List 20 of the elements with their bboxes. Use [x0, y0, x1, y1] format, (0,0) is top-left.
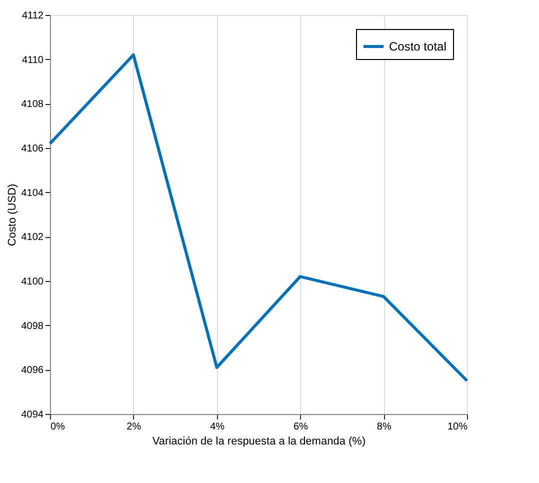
y-tick-label: 4100 — [21, 276, 44, 288]
y-tick-label: 4106 — [21, 144, 44, 154]
x-tick-label: 2% — [126, 422, 142, 432]
y-tick-label: 4098 — [21, 320, 44, 332]
y-tick-label: 4112 — [22, 10, 44, 22]
y-tick-label: 4104 — [21, 188, 44, 199]
y-tick-label: 4108 — [21, 99, 44, 110]
x-tick-label: 8% — [376, 422, 392, 432]
legend-label: Costo total — [389, 40, 446, 54]
x-tick-label: 0% — [50, 422, 66, 432]
y-tick-label: 4094 — [21, 410, 44, 420]
line-series — [48, 53, 468, 382]
y-axis-title: Costo (USD) — [6, 184, 18, 246]
y-tick-label: 4096 — [21, 365, 44, 376]
y-tick-label: 4102 — [21, 232, 44, 244]
x-tick-label: 10% — [447, 422, 468, 432]
x-axis-title: Variación de la respuesta a la demanda (%) — [152, 436, 366, 448]
x-tick-label: 4% — [210, 422, 225, 432]
y-tick-label: 4110 — [22, 54, 44, 66]
x-tick-label: 6% — [293, 422, 308, 432]
